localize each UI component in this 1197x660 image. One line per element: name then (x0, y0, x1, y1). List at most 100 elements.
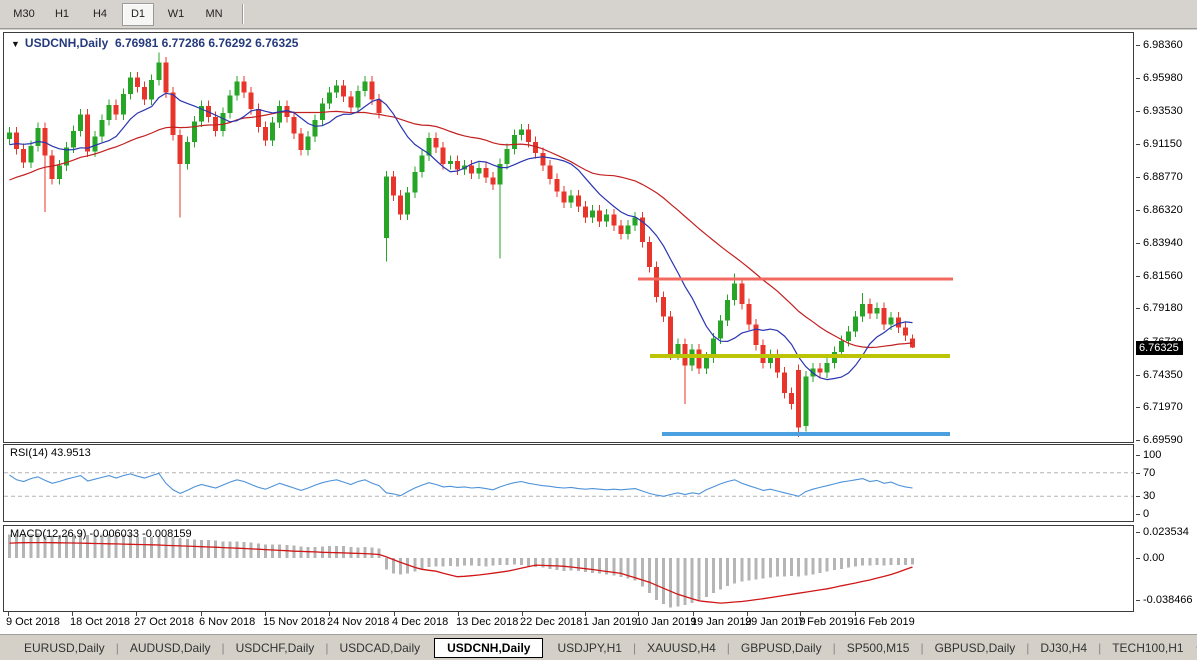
date-axis-label: 29 Jan 2019 (745, 616, 806, 628)
tab-separator: | (1026, 640, 1030, 655)
price-axis-label: 6.79180 (1143, 302, 1183, 315)
timeframe-button-m30[interactable]: M30 (13, 8, 35, 20)
rsi-axis-label-tick (1136, 496, 1140, 498)
date-axis-label: 10 Jan 2019 (636, 616, 697, 628)
price-axis-label: 6.86320 (1143, 204, 1183, 217)
date-tick (747, 612, 748, 616)
price-axis-label-tick (1136, 210, 1140, 212)
rsi-axis-label-tick (1136, 514, 1140, 515)
price-axis-label: 6.83940 (1143, 236, 1183, 249)
main-chart-panel: ▼ USDCNH,Daily 6.76981 6.77286 6.76292 6.… (3, 32, 1134, 443)
price-axis-label: 6.95980 (1143, 71, 1183, 84)
timeframe-button-d1[interactable]: D1 (122, 2, 154, 26)
date-axis-label: 4 Dec 2018 (392, 616, 449, 628)
price-axis-label-tick (1136, 45, 1140, 46)
price-axis-label: 6.91150 (1143, 137, 1182, 150)
macd-canvas[interactable] (4, 526, 1133, 611)
price-axis-label: 6.88770 (1143, 170, 1183, 183)
price-axis-label: 6.81560 (1143, 269, 1183, 282)
date-axis-label: 22 Dec 2018 (520, 616, 583, 628)
tab-gbpusd-daily[interactable]: GBPUSD,Daily (740, 640, 822, 655)
date-tick (72, 612, 73, 616)
ma-fast-line (9, 92, 913, 381)
macd-axis-label: 0.00 (1143, 552, 1165, 564)
price-axis: 6.76325 6.98360 6.95980 6.93530 6.91150 6.88… (1136, 30, 1197, 612)
tab-separator: | (832, 640, 836, 655)
rsi-value: 43.9513 (50, 447, 91, 459)
timeframe-button-h1[interactable]: H1 (54, 8, 70, 20)
tab-separator: | (325, 640, 329, 655)
price-axis-label: 6.69590 (1143, 434, 1183, 446)
chart-ohlc-values: 6.76981 6.77286 6.76292 6.76325 (114, 36, 299, 50)
macd-value: -0.006033 (89, 528, 140, 540)
tab-eurusd-daily[interactable]: EURUSD,Daily (24, 640, 105, 655)
date-axis-label: 19 Jan 2019 (691, 616, 752, 628)
tab-usdchf-daily[interactable]: USDCHF,Daily (235, 640, 315, 655)
date-axis-label: 13 Dec 2018 (456, 616, 519, 628)
tab-usdjpy-h1[interactable]: USDJPY,H1 (557, 640, 622, 655)
date-tick (855, 612, 856, 616)
toolbar-separator (242, 4, 244, 24)
rsi-line (9, 472, 913, 497)
macd-panel: MACD(12,26,9) -0.006033 -0.008159 (3, 525, 1134, 612)
ma-slow-line (9, 110, 913, 349)
tab-separator: | (1098, 640, 1102, 655)
price-marker: 6.76325 (1136, 340, 1183, 355)
rsi-axis-label: 70 (1143, 466, 1156, 479)
tab-scroll-left-icon[interactable]: ◄ (1194, 642, 1197, 653)
date-axis-label: 24 Nov 2018 (327, 616, 390, 628)
tab-separator: | (115, 640, 119, 655)
chart-tabbar: EURUSD,Daily | AUDUSD,Daily | USDCHF,Daily | U… (0, 634, 1197, 660)
price-axis-label: 6.93530 (1143, 105, 1183, 118)
chart-area: ▼ USDCNH,Daily 6.76981 6.77286 6.76292 6.… (0, 30, 1197, 634)
rsi-axis-label-tick (1136, 455, 1140, 456)
tab-usdcad-daily[interactable]: USDCAD,Daily (339, 640, 421, 655)
main-chart-canvas[interactable] (4, 33, 1133, 442)
tab-gbpusd-daily[interactable]: GBPUSD,Daily (934, 640, 1016, 655)
date-tick (585, 612, 586, 616)
macd-signal-line (9, 541, 913, 604)
date-tick (201, 612, 202, 616)
date-axis-label: 27 Oct 2018 (134, 616, 194, 628)
price-axis-label-tick (1136, 440, 1140, 441)
date-tick (394, 612, 395, 616)
date-axis-label: 9 Oct 2018 (6, 616, 60, 628)
rsi-axis-label: 0 (1143, 508, 1150, 520)
tab-usdcnh-daily[interactable]: USDCNH,Daily (434, 637, 544, 658)
tab-separator: | (920, 640, 924, 655)
date-axis-label: 7 Feb 2019 (798, 616, 854, 628)
price-axis-label: 6.98360 (1143, 39, 1183, 51)
timeframe-button-mn[interactable]: MN (205, 8, 223, 20)
tab-audusd-daily[interactable]: AUDUSD,Daily (129, 640, 211, 655)
price-axis-label-tick (1136, 111, 1140, 113)
macd-axis-label: 0.023534 (1143, 526, 1189, 539)
timeframe-button-w1[interactable]: W1 (167, 8, 185, 20)
price-axis-label-tick (1136, 308, 1140, 310)
date-axis-label: 15 Nov 2018 (263, 616, 326, 628)
chart-dropdown-arrow[interactable]: ▼ (11, 39, 20, 49)
rsi-axis-label: 30 (1143, 490, 1156, 503)
tab-dj30-h4[interactable]: DJ30,H4 (1040, 640, 1088, 655)
price-axis-label-tick (1136, 275, 1140, 277)
tab-tech100-h1[interactable]: TECH100,H1 (1112, 640, 1184, 655)
macd-signal-value: -0.008159 (142, 528, 192, 540)
moving-average-layer (9, 92, 913, 381)
rsi-panel: RSI(14) 43.9513 (3, 444, 1134, 522)
drawn-hline-objects[interactable] (638, 277, 953, 436)
tab-sp500-m15[interactable]: SP500,M15 (846, 640, 910, 655)
date-tick (329, 612, 330, 616)
date-axis-label: 6 Nov 2018 (199, 616, 256, 628)
date-tick (136, 612, 137, 616)
date-tick (458, 612, 459, 616)
date-axis: 9 Oct 2018 18 Oct 2018 27 Oct 2018 6 Nov 20… (3, 612, 1134, 634)
tab-xauusd-h4[interactable]: XAUUSD,H4 (647, 640, 716, 655)
date-tick (8, 612, 9, 616)
rsi-canvas[interactable] (4, 445, 1133, 521)
macd-axis-label-tick (1136, 600, 1140, 602)
timeframe-button-h4[interactable]: H4 (92, 8, 108, 20)
price-axis-label-tick (1136, 176, 1140, 178)
candle-layer (7, 52, 915, 438)
price-axis-label-tick (1136, 407, 1140, 409)
price-axis-label-tick (1136, 143, 1140, 145)
macd-axis-label-tick (1136, 558, 1140, 559)
